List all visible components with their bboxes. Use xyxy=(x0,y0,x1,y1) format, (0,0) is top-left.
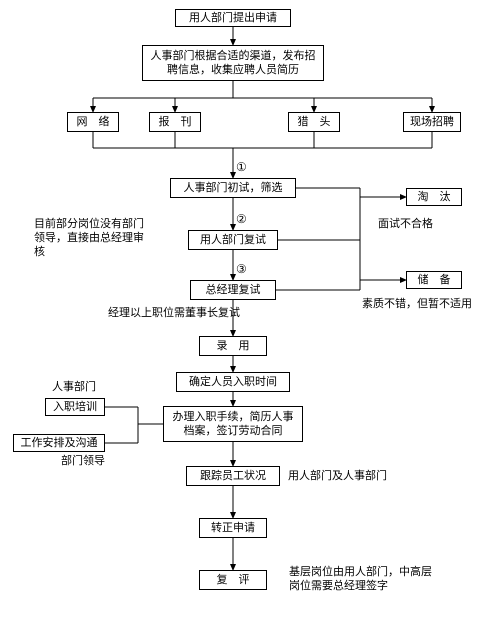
note-dept-lead: 部门领导 xyxy=(61,455,105,469)
node-channel-web: 网 络 xyxy=(67,112,119,132)
node-onboard: 办理入职手续，简历人事档案，签订劳动合同 xyxy=(163,406,303,442)
node-arrange: 工作安排及沟通 xyxy=(13,434,105,452)
node-eliminate: 淘 汰 xyxy=(406,188,462,206)
step-2: ② xyxy=(236,212,247,227)
node-hr-publish: 人事部门根据合适的渠道，发布招聘信息，收集应聘人员简历 xyxy=(142,45,324,81)
note-chairman: 经理以上职位需董事长复试 xyxy=(108,307,240,321)
note-track-owner: 用人部门及人事部门 xyxy=(288,470,387,484)
node-hr-screen: 人事部门初试，筛选 xyxy=(170,178,296,198)
note-no-dept-lead: 目前部分岗位没有部门领导，直接由总经理审核 xyxy=(34,218,144,259)
node-review: 复 评 xyxy=(199,570,267,590)
node-apply: 用人部门提出申请 xyxy=(175,9,291,27)
note-reserve: 素质不错，但暂不适用 xyxy=(362,298,472,312)
note-hr-dept: 人事部门 xyxy=(52,381,96,395)
node-training: 入职培训 xyxy=(45,398,105,416)
step-1: ① xyxy=(236,160,247,175)
note-review-signer: 基层岗位由用人部门，中高层岗位需要总经理签字 xyxy=(289,566,439,594)
node-channel-headhunter: 猎 头 xyxy=(288,112,340,132)
node-gm-interview: 总经理复试 xyxy=(190,280,276,300)
node-start-date: 确定人员入职时间 xyxy=(176,372,290,392)
note-fail: 面试不合格 xyxy=(378,218,433,232)
node-hire: 录 用 xyxy=(199,336,267,356)
step-3: ③ xyxy=(236,262,247,277)
node-dept-interview: 用人部门复试 xyxy=(188,230,278,250)
node-channel-press: 报 刊 xyxy=(149,112,201,132)
node-regularize: 转正申请 xyxy=(199,518,267,538)
node-track: 跟踪员工状况 xyxy=(186,466,280,486)
node-reserve: 储 备 xyxy=(406,271,462,289)
node-channel-onsite: 现场招聘 xyxy=(403,112,461,132)
